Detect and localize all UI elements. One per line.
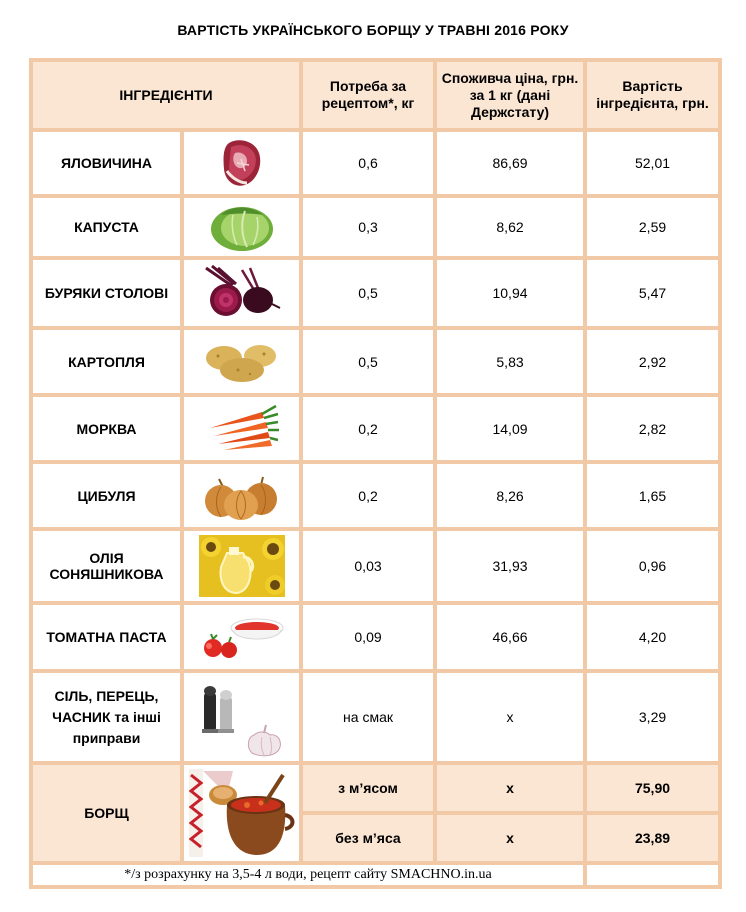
price-cell: 10,94: [435, 258, 586, 328]
ingredient-name: ЦИБУЛЯ: [31, 462, 182, 529]
cost-cell: 2,59: [585, 196, 721, 258]
with-meat-cost: 75,90: [585, 763, 721, 813]
need-cell: 0,03: [301, 529, 436, 603]
ingredient-name: ЯЛОВИЧИНА: [31, 130, 182, 196]
header-row: ІНГРЕДІЄНТИ Потреба за рецептом*, кг Спо…: [31, 60, 721, 130]
ingredient-name-line: приправи: [72, 729, 141, 746]
price-cell: 8,26: [435, 462, 586, 529]
footnote-row: */з розрахунку на 3,5-4 л води, рецепт с…: [31, 863, 721, 887]
footnote-empty-cell: [585, 863, 721, 887]
borsch-pot-icon: [188, 769, 294, 857]
price-cell: 46,66: [435, 603, 586, 671]
header-need: Потреба за рецептом*, кг: [301, 60, 436, 130]
cost-cell: 3,29: [585, 671, 721, 763]
price-cell: 31,93: [435, 529, 586, 603]
cost-cell: 4,20: [585, 603, 721, 671]
header-price: Споживча ціна, грн. за 1 кг (дані Держст…: [435, 60, 586, 130]
footnote: */з розрахунку на 3,5-4 л води, рецепт с…: [31, 863, 586, 887]
ingredient-name: БУРЯКИ СТОЛОВІ: [31, 258, 182, 328]
without-meat-cost: 23,89: [585, 813, 721, 863]
price-cell: 86,69: [435, 130, 586, 196]
table-row: МОРКВА 0,2 14,09 2,82: [31, 395, 721, 462]
cost-cell: 52,01: [585, 130, 721, 196]
borsch-cost-table: ІНГРЕДІЄНТИ Потреба за рецептом*, кг Спо…: [29, 58, 723, 889]
beef-icon: [223, 140, 260, 186]
sunflower-oil-icon: [198, 535, 285, 597]
table-row: ТОМАТНА ПАСТА 0,09 46,66 4,20: [31, 603, 721, 671]
cost-cell: 0,96: [585, 529, 721, 603]
price-cell: 8,62: [435, 196, 586, 258]
price-cell: 14,09: [435, 395, 586, 462]
with-meat-label: з м’ясом: [301, 763, 436, 813]
table-row: КАПУСТА 0,3 8,62 2,59: [31, 196, 721, 258]
cost-cell: 2,82: [585, 395, 721, 462]
table-row: ЦИБУЛЯ 0,2 8,26 1,65: [31, 462, 721, 529]
spices-icon: [201, 686, 281, 757]
cost-cell: 5,47: [585, 258, 721, 328]
price-cell: x: [435, 671, 586, 763]
need-cell: 0,09: [301, 603, 436, 671]
ingredient-name-line: СІЛЬ, ПЕРЕЦЬ,: [54, 687, 159, 704]
cabbage-icon: [210, 207, 273, 251]
ingredient-name: КАПУСТА: [31, 196, 182, 258]
need-cell: 0,6: [301, 130, 436, 196]
dish-name: БОРЩ: [31, 763, 182, 863]
without-meat-label: без м’яса: [301, 813, 436, 863]
total-row-with-meat: БОРЩ з м’ясом x 75,90: [31, 763, 721, 863]
cost-cell: 2,92: [585, 328, 721, 395]
carrot-icon: [209, 404, 279, 450]
need-cell: 0,2: [301, 395, 436, 462]
ingredient-name-line: ЧАСНИК та інші: [52, 708, 161, 725]
header-cost: Вартість інгредієнта, грн.: [585, 60, 721, 130]
need-cell: 0,3: [301, 196, 436, 258]
ingredient-name: СІЛЬ, ПЕРЕЦЬ, ЧАСНИК та інші приправи: [31, 671, 182, 763]
ingredient-name: ТОМАТНА ПАСТА: [31, 603, 182, 671]
table-row: СІЛЬ, ПЕРЕЦЬ, ЧАСНИК та інші приправи на…: [31, 671, 721, 763]
onion-icon: [204, 476, 277, 520]
need-cell: 0,5: [301, 258, 436, 328]
need-cell: 0,2: [301, 462, 436, 529]
ingredient-name: ОЛІЯ СОНЯШНИКОВА: [31, 529, 182, 603]
table-row: КАРТОПЛЯ 0,5 5,83 2,92: [31, 328, 721, 395]
table-row: БУРЯКИ СТОЛОВІ 0,5 10,94 5,47: [31, 258, 721, 328]
page-title: ВАРТІСТЬ УКРАЇНСЬКОГО БОРЩУ У ТРАВНІ 201…: [177, 22, 569, 38]
ingredient-name: МОРКВА: [31, 395, 182, 462]
with-meat-price: x: [435, 763, 586, 813]
header-ingredients: ІНГРЕДІЄНТИ: [31, 60, 302, 130]
need-cell: на смак: [301, 671, 436, 763]
table-row: ОЛІЯ СОНЯШНИКОВА 0,03 31,93 0,96: [31, 529, 721, 603]
cost-cell: 1,65: [585, 462, 721, 529]
beetroot-icon: [204, 264, 280, 316]
price-cell: 5,83: [435, 328, 586, 395]
need-cell: 0,5: [301, 328, 436, 395]
potato-icon: [205, 344, 276, 382]
without-meat-price: x: [435, 813, 586, 863]
table-row: ЯЛОВИЧИНА 0,6 86,69 52,01: [31, 130, 721, 196]
ingredient-name: КАРТОПЛЯ: [31, 328, 182, 395]
total-row-without-meat: без м’яса x 23,89: [31, 813, 721, 863]
tomato-paste-icon: [203, 618, 283, 658]
